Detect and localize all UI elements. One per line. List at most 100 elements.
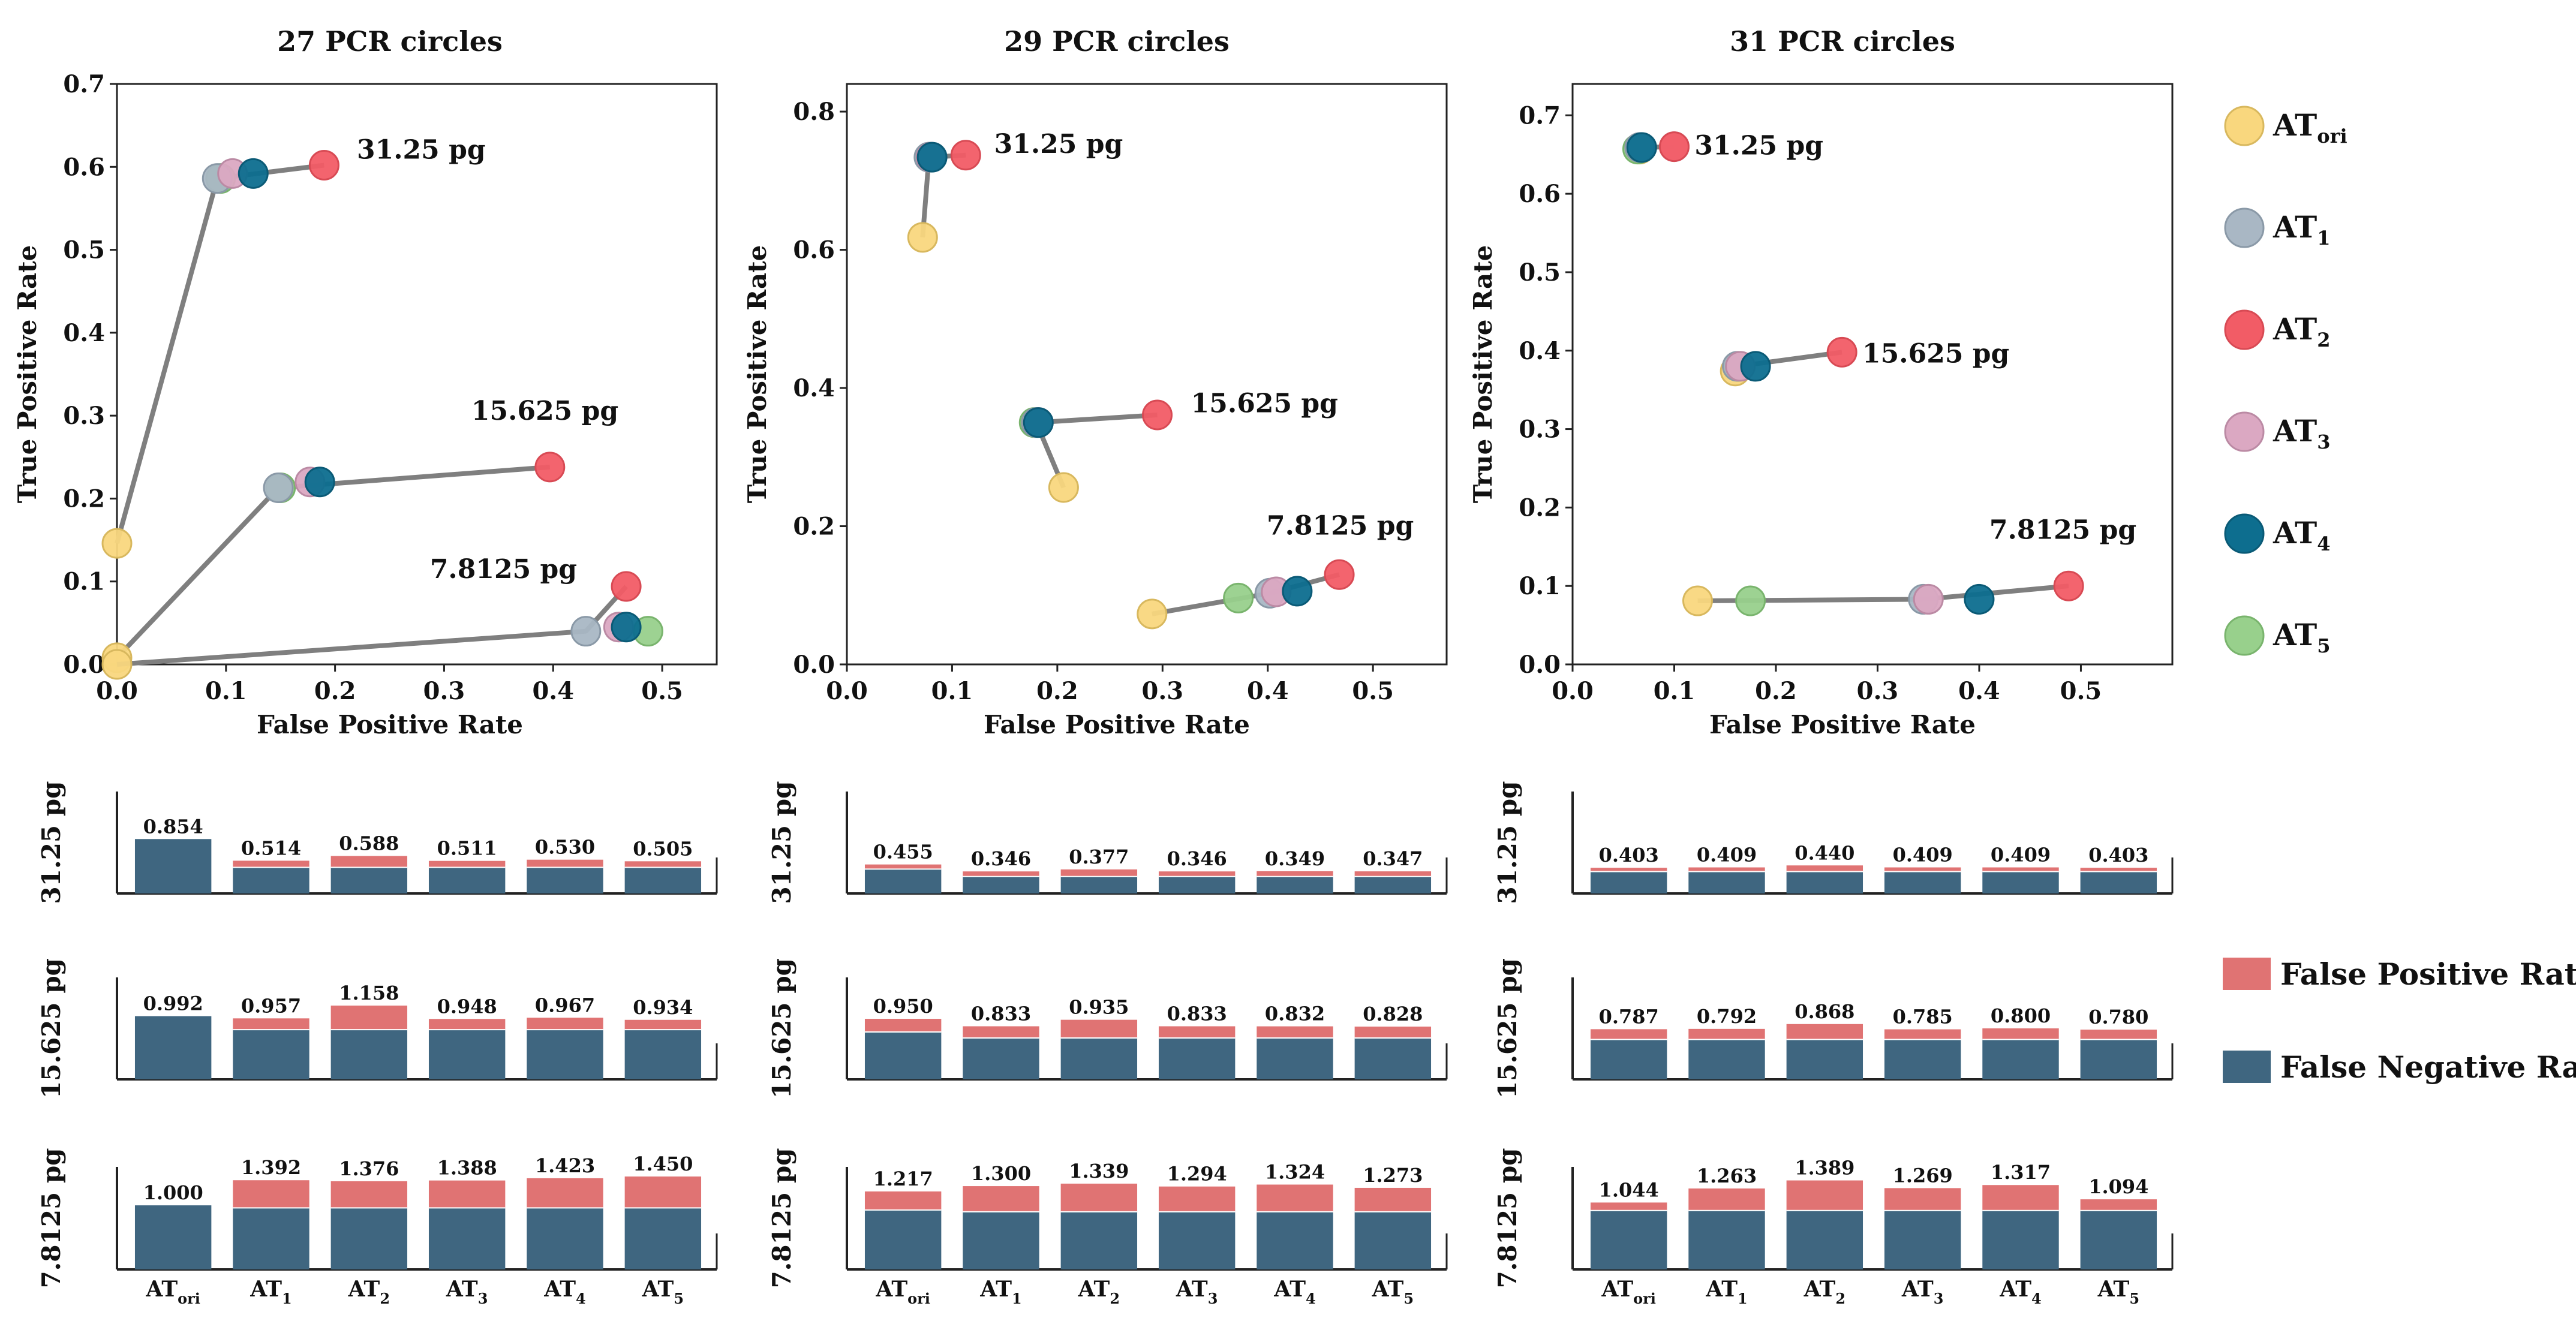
bar-value-label: 0.787: [1599, 1005, 1659, 1028]
bar-value-label: 0.948: [437, 995, 497, 1018]
x-axis-label: False Positive Rate: [1709, 710, 1976, 739]
legend: ATori AT1 AT2 AT3 AT4 AT5 False Positive Rate F…: [2223, 106, 2576, 1085]
bar-category-label: ATori: [875, 1277, 930, 1307]
bar-false-positive: [624, 1019, 702, 1030]
x-tick-label: 0.1: [931, 677, 973, 705]
bar-value-label: 0.349: [1265, 847, 1325, 870]
bar-value-label: 1.263: [1697, 1164, 1757, 1187]
bar-false-negative: [1688, 1210, 1765, 1269]
scatter-panel-2: 29 PCR circles 0.0 0.1 0.2 0.3 0.4 0.5 0.0 0.2 0.…: [743, 25, 1448, 739]
y-tick-label: 0.8: [793, 98, 835, 126]
scatter-panel-1: 27 PCR circles 0.0 0.1 0.2 0.3 0.4 0.5 0.0 0.1 0.…: [13, 25, 718, 739]
bar-row-label: 31.25 pg: [37, 781, 66, 904]
x-tick-label: 0.4: [532, 677, 574, 705]
y-tick-label: 0.6: [63, 153, 105, 181]
y-tick-label: 0.2: [793, 513, 835, 541]
bar-false-negative: [1158, 876, 1236, 893]
bar-false-negative: [1257, 876, 1333, 893]
bar-false-negative: [1786, 871, 1863, 893]
group-label: 31.25 pg: [357, 134, 486, 165]
bar-false-positive: [330, 1005, 408, 1030]
bar-value-label: 1.294: [1167, 1163, 1227, 1185]
bar-category-label: AT5: [2097, 1277, 2139, 1307]
bar-false-positive: [1982, 1185, 2059, 1211]
bar-value-label: 1.389: [1795, 1157, 1854, 1179]
bar-false-negative: [2080, 1039, 2157, 1079]
y-tick-label: 0.6: [1519, 180, 1561, 208]
group-label: 31.25 pg: [994, 129, 1123, 160]
roc-group-1: 31.25 pg: [1622, 131, 1823, 165]
bar-value-label: 0.505: [633, 837, 693, 860]
roc-group-3: 7.8125 pg: [101, 554, 663, 680]
bar-false-positive: [864, 1191, 942, 1210]
bar-row-3: 7.8125 pg 1.044 1.263 1.389 1.269 1.317 1.094: [1493, 1148, 2174, 1289]
x-axis-label: False Positive Rate: [984, 710, 1250, 739]
bar-false-negative: [1688, 1039, 1765, 1079]
point-ATori: [101, 528, 133, 559]
y-tick-label: 0.3: [1519, 416, 1561, 444]
bar-false-positive: [330, 1181, 408, 1208]
legend-item: AT3: [2224, 411, 2331, 453]
bar-category-label: AT1: [250, 1277, 291, 1307]
bar-false-positive: [1257, 1184, 1333, 1212]
roc-connector-line: [116, 585, 629, 667]
y-tick-label: 0.7: [63, 70, 105, 98]
x-tick-label: 0.1: [205, 677, 247, 705]
bar-false-negative: [864, 869, 942, 893]
bar-value-label: 0.588: [339, 832, 399, 855]
point-AT1: [570, 616, 602, 647]
point-AT4: [916, 142, 948, 173]
bar-false-negative: [1590, 1210, 1667, 1269]
bar-row-3: 7.8125 pg 1.217 1.300 1.339 1.294 1.324 1.273: [767, 1148, 1448, 1289]
legend-label: AT1: [2273, 209, 2331, 249]
bar-legend-swatch: [2223, 958, 2271, 990]
bar-false-positive: [428, 860, 506, 868]
bar-value-label: 0.346: [1167, 847, 1227, 870]
bar-false-positive: [1982, 1028, 2059, 1040]
y-tick-label: 0.0: [793, 651, 835, 679]
point-AT5: [1735, 585, 1766, 616]
bar-false-negative: [1590, 1039, 1667, 1079]
legend-item: AT1: [2224, 207, 2331, 249]
y-tick-label: 0.2: [63, 485, 105, 513]
scatter-panel-3: 31 PCR circles 0.0 0.1 0.2 0.3 0.4 0.5 0.0 0.1 0.…: [1468, 25, 2174, 739]
bar-category-label: AT3: [446, 1277, 488, 1307]
bar-false-positive: [624, 861, 702, 868]
group-label: 7.8125 pg: [1267, 510, 1414, 541]
bar-value-label: 0.347: [1363, 847, 1423, 870]
point-ATori: [907, 222, 938, 253]
bar-category-label: AT2: [1078, 1277, 1120, 1307]
x-tick-label: 0.3: [1857, 677, 1899, 705]
roc-group-2: 15.625 pg: [1018, 388, 1338, 503]
x-tick-label: 0.4: [1958, 677, 2000, 705]
bar-value-label: 1.094: [2088, 1175, 2148, 1198]
point-ATori: [1137, 598, 1168, 630]
bar-false-positive: [233, 1180, 309, 1208]
bar-false-negative: [1982, 1210, 2059, 1269]
bar-false-positive: [330, 856, 408, 868]
bar-legend-item: False Positive Rate: [2223, 956, 2576, 992]
bar-value-label: 0.800: [1991, 1004, 2051, 1027]
panel-title: 31 PCR circles: [1730, 25, 1955, 58]
bar-false-negative: [330, 867, 408, 893]
bar-value-label: 1.273: [1363, 1164, 1423, 1187]
bar-value-label: 0.833: [971, 1002, 1031, 1025]
bar-false-negative: [330, 1030, 408, 1079]
point-AT4: [238, 158, 269, 189]
bar-value-label: 0.785: [1893, 1006, 1953, 1028]
bar-false-positive: [1688, 1188, 1765, 1211]
bar-false-positive: [1786, 1180, 1863, 1211]
bar-row-3: 7.8125 pg 1.000 1.392 1.376 1.388 1.423 1.450: [37, 1148, 718, 1289]
x-tick-label: 0.5: [1352, 677, 1394, 705]
bar-value-label: 0.403: [1599, 844, 1659, 866]
point-AT2: [950, 140, 981, 171]
bar-false-negative: [624, 867, 702, 893]
bar-value-label: 1.269: [1893, 1164, 1953, 1187]
bar-value-label: 0.828: [1363, 1003, 1423, 1025]
bar-false-negative: [1060, 1211, 1138, 1269]
bar-false-negative: [1257, 1211, 1333, 1269]
bar-false-negative: [1786, 1039, 1863, 1079]
bar-false-negative: [2080, 871, 2157, 893]
roc-group-1: 31.25 pg: [907, 129, 1123, 253]
